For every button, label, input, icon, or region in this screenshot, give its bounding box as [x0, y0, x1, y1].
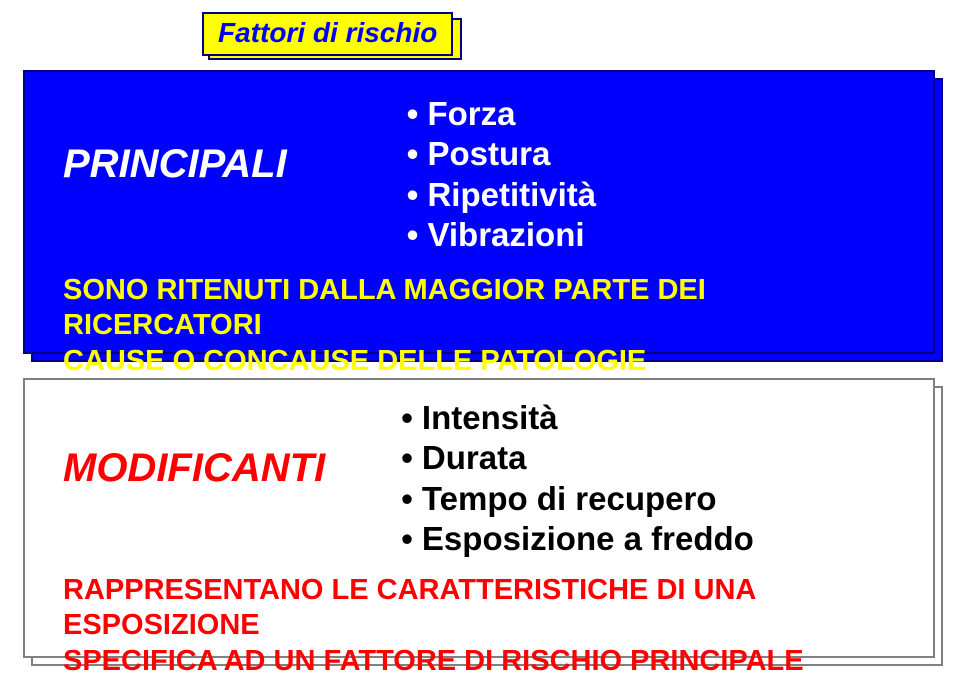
modificanti-row: MODIFICANTI Intensità Durata Tempo di re…	[55, 398, 903, 559]
caption-line: SONO RITENUTI DALLA MAGGIOR PARTE DEI RI…	[63, 274, 706, 341]
modificanti-caption: RAPPRESENTANO LE CARATTERISTICHE DI UNA …	[55, 573, 903, 679]
list-item: Durata	[401, 438, 754, 478]
list-item: Tempo di recupero	[401, 479, 754, 519]
caption-line: CAUSE O CONCAUSE DELLE PATOLOGIE	[63, 345, 646, 377]
modificanti-heading: MODIFICANTI	[63, 446, 325, 491]
list-item: Intensità	[401, 398, 754, 438]
principali-caption: SONO RITENUTI DALLA MAGGIOR PARTE DEI RI…	[55, 273, 903, 379]
list-item: Postura	[407, 134, 596, 174]
list-item: Vibrazioni	[407, 215, 596, 255]
principali-row: PRINCIPALI Forza Postura Ripetitività Vi…	[55, 94, 903, 255]
slide-title: Fattori di rischio	[218, 17, 437, 48]
list-item: Ripetitività	[407, 175, 596, 215]
principali-box: PRINCIPALI Forza Postura Ripetitività Vi…	[23, 70, 935, 354]
list-item: Forza	[407, 94, 596, 134]
modificanti-list: Intensità Durata Tempo di recupero Espos…	[401, 398, 754, 559]
modificanti-box: MODIFICANTI Intensità Durata Tempo di re…	[23, 378, 935, 658]
list-item: Esposizione a freddo	[401, 519, 754, 559]
principali-heading: PRINCIPALI	[63, 142, 287, 187]
caption-line: RAPPRESENTANO LE CARATTERISTICHE DI UNA …	[63, 574, 755, 641]
caption-line: SPECIFICA AD UN FATTORE DI RISCHIO PRINC…	[63, 645, 804, 677]
principali-list: Forza Postura Ripetitività Vibrazioni	[407, 94, 596, 255]
title-badge: Fattori di rischio	[202, 12, 453, 56]
